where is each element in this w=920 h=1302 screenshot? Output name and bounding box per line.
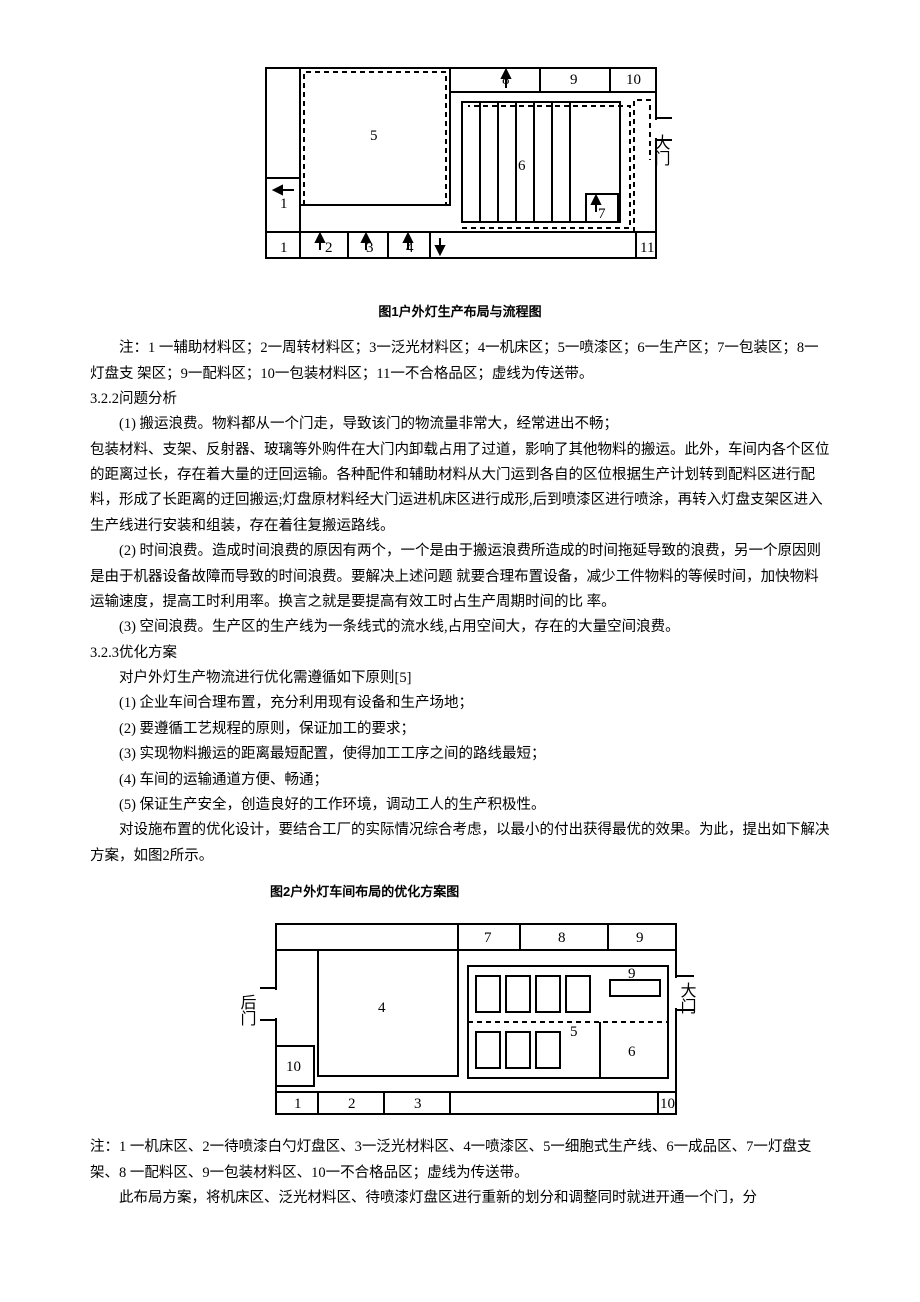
section-3-2-3-title: 3.2.3优化方案	[90, 641, 830, 666]
s323-intro: 对户外灯生产物流进行优化需遵循如下原则[5]	[90, 666, 830, 691]
s322-item-1-body: 包装材料、支架、反射器、玻璃等外购件在大门内卸载占用了过道，影响了其他物料的搬运…	[90, 438, 830, 540]
figure-2-note: 注：1 一机床区、2一待喷漆白勺灯盘区、3一泛光材料区、4一喷漆区、5一细胞式生…	[90, 1135, 830, 1186]
s322-item-2: (2) 时间浪费。造成时间浪费的原因有两个，一个是由于搬运浪费所造成的时间拖延导…	[90, 539, 830, 615]
fig1-label-5: 5	[370, 128, 378, 144]
s323-li-5: (5) 保证生产安全，创造良好的工作环境，调动工人的生产积极性。	[90, 793, 830, 818]
fig2-label-9: 9	[636, 930, 644, 946]
fig1-label-8: 8	[502, 72, 510, 88]
fig1-label-2: 2	[325, 240, 333, 256]
s322-item-1-lead: (1) 搬运浪费。物料都从一个门走，导致该门的物流量非常大，经常进出不畅；	[90, 412, 830, 437]
figure-2-after: 此布局方案，将机床区、泛光材料区、待喷漆灯盘区进行重新的划分和调整同时就进开通一…	[90, 1186, 830, 1211]
section-3-2-2-title: 3.2.2问题分析	[90, 387, 830, 412]
fig1-label-4: 4	[406, 240, 414, 256]
s323-li-1: (1) 企业车间合理布置，充分利用现有设备和生产场地；	[90, 691, 830, 716]
fig1-label-7: 7	[598, 206, 606, 222]
fig2-label-2: 2	[348, 1096, 356, 1112]
fig2-label-10: 10	[286, 1059, 301, 1075]
figure-1-svg: 1 1 2 3 4 5 6 7 8 9 10 11 大门	[240, 60, 680, 280]
fig1-label-9: 9	[570, 72, 578, 88]
fig2-label-1: 1	[294, 1096, 302, 1112]
fig1-label-10: 10	[626, 72, 641, 88]
figure-1-note: 注：1 一辅助材料区；2一周转材料区；3一泛光材料区；4一机床区；5一喷漆区；6…	[90, 336, 830, 387]
fig1-label-gate: 大门	[652, 134, 671, 167]
s322-item-3: (3) 空间浪费。生产区的生产线为一条线式的流水线,占用空间大，存在的大量空间浪…	[90, 615, 830, 640]
fig1-label-3: 3	[366, 240, 374, 256]
fig1-label-6: 6	[518, 158, 526, 174]
figure-1: 1 1 2 3 4 5 6 7 8 9 10 11 大门	[90, 60, 830, 289]
fig1-label-1: 1	[280, 196, 288, 212]
fig2-label-9b: 9	[628, 966, 636, 982]
s323-li-3: (3) 实现物料搬运的距离最短配置，使得加工工序之间的路线最短；	[90, 742, 830, 767]
fig2-label-4: 4	[378, 1000, 386, 1016]
s323-li-2: (2) 要遵循工艺规程的原则，保证加工的要求；	[90, 717, 830, 742]
fig1-label-1b: 1	[280, 240, 288, 256]
fig2-label-10b: 10	[660, 1096, 675, 1112]
fig2-label-3: 3	[414, 1096, 422, 1112]
figure-2-caption: 图2户外灯车间布局的优化方案图	[90, 882, 830, 903]
fig2-label-5: 5	[570, 1024, 578, 1040]
figure-2: 1 2 3 4 5 6 7 8 9 9 10 10 后门 大门	[90, 916, 830, 1135]
figure-2-svg: 1 2 3 4 5 6 7 8 9 9 10 10 后门 大门	[210, 916, 710, 1126]
figure-1-caption: 图1户外灯生产布局与流程图	[90, 302, 830, 323]
fig2-label-8: 8	[558, 930, 566, 946]
s323-concl: 对设施布置的优化设计，要结合工厂的实际情况综合考虑，以最小的付出获得最优的效果。…	[90, 818, 830, 869]
s323-li-4: (4) 车间的运输通道方便、畅通；	[90, 768, 830, 793]
fig2-label-7: 7	[484, 930, 492, 946]
fig2-label-6: 6	[628, 1044, 636, 1060]
fig1-label-11: 11	[640, 240, 654, 256]
fig2-label-gate: 大门	[678, 982, 697, 1015]
fig2-label-back: 后门	[238, 994, 257, 1027]
